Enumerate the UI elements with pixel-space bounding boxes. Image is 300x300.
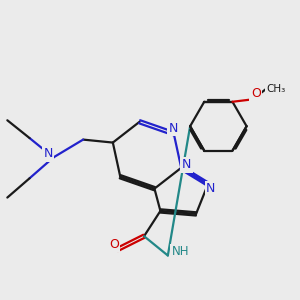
Text: CH₃: CH₃ bbox=[266, 84, 286, 94]
Text: O: O bbox=[109, 238, 119, 251]
Text: N: N bbox=[182, 158, 191, 171]
Text: N: N bbox=[206, 182, 216, 195]
Text: NH: NH bbox=[172, 245, 189, 258]
Text: N: N bbox=[169, 122, 178, 135]
Text: O: O bbox=[251, 88, 261, 100]
Text: N: N bbox=[44, 147, 53, 161]
